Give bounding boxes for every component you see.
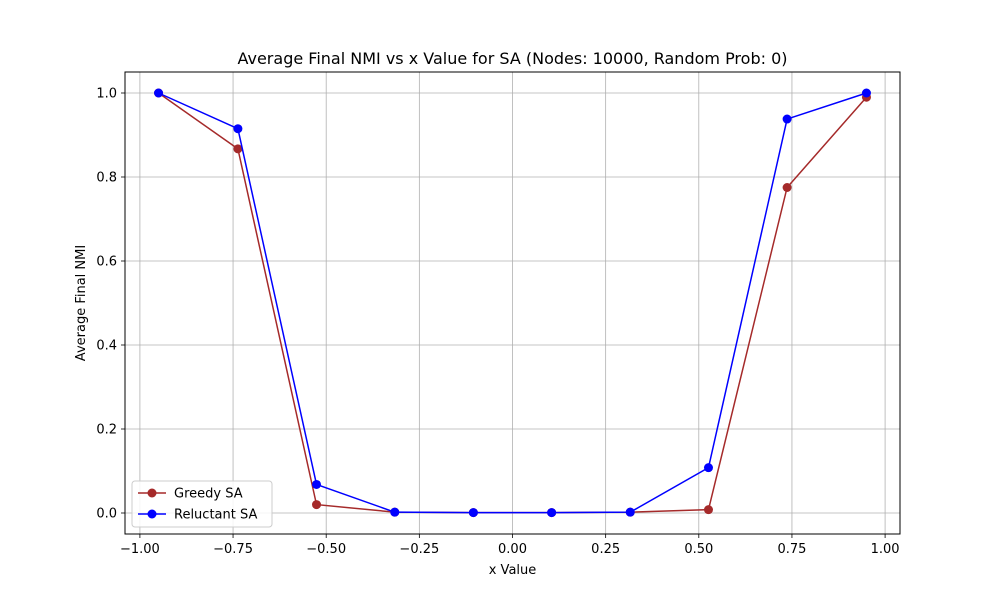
reluctant-sa-point bbox=[782, 114, 792, 124]
x-axis-label: x Value bbox=[489, 563, 537, 578]
reluctant-sa-point bbox=[312, 479, 322, 489]
greedy-sa-point bbox=[703, 505, 713, 515]
x-tick-label: 0.75 bbox=[777, 542, 806, 557]
grid bbox=[125, 72, 900, 534]
legend-label-reluctant-sa: Reluctant SA bbox=[174, 508, 257, 523]
legend-box bbox=[131, 480, 273, 528]
y-axis-label: Average Final NMI bbox=[74, 245, 89, 361]
series-reluctant-sa bbox=[154, 88, 871, 518]
legend-marker-greedy-sa bbox=[147, 488, 157, 498]
reluctant-sa-point bbox=[233, 124, 243, 134]
legend-marker-reluctant-sa bbox=[147, 509, 157, 519]
reluctant-sa-point bbox=[547, 508, 557, 518]
x-tick-label: −0.75 bbox=[213, 542, 253, 557]
greedy-sa-point bbox=[312, 500, 322, 510]
y-tick-label: 0.2 bbox=[96, 423, 117, 438]
reluctant-sa-point bbox=[390, 507, 400, 517]
y-tick-label: 0.0 bbox=[96, 507, 117, 522]
y-axis: 0.0 0.2 0.4 0.6 0.8 1.0 bbox=[96, 87, 125, 522]
legend-label-greedy-sa: Greedy SA bbox=[174, 487, 243, 502]
reluctant-sa-point bbox=[703, 463, 713, 473]
x-axis: −1.00 −0.75 −0.50 −0.25 0.00 0.25 0.50 0.75 1.00 bbox=[120, 534, 900, 557]
x-tick-label: −0.25 bbox=[399, 542, 439, 557]
legend: Greedy SA Reluctant SA bbox=[131, 480, 273, 528]
y-tick-label: 0.8 bbox=[96, 171, 117, 186]
greedy-sa-point bbox=[782, 183, 792, 192]
y-tick-label: 1.0 bbox=[96, 87, 117, 102]
reluctant-sa-point bbox=[861, 88, 871, 98]
y-tick-label: 0.4 bbox=[96, 339, 117, 354]
reluctant-sa-point bbox=[154, 88, 164, 98]
x-tick-label: −0.50 bbox=[306, 542, 346, 557]
x-tick-label: 0.25 bbox=[591, 542, 620, 557]
chart-title: Average Final NMI vs x Value for SA (Nod… bbox=[237, 49, 787, 68]
reluctant-sa-line bbox=[158, 92, 867, 514]
reluctant-sa-point bbox=[468, 508, 478, 518]
reluctant-sa-point bbox=[625, 507, 635, 517]
x-tick-label: 0.00 bbox=[498, 542, 527, 557]
greedy-sa-point bbox=[233, 144, 243, 154]
y-tick-label: 0.6 bbox=[96, 255, 117, 270]
x-tick-label: 1.00 bbox=[871, 542, 900, 557]
series-layer bbox=[154, 88, 871, 518]
x-tick-label: −1.00 bbox=[120, 542, 160, 557]
x-tick-label: 0.50 bbox=[684, 542, 713, 557]
